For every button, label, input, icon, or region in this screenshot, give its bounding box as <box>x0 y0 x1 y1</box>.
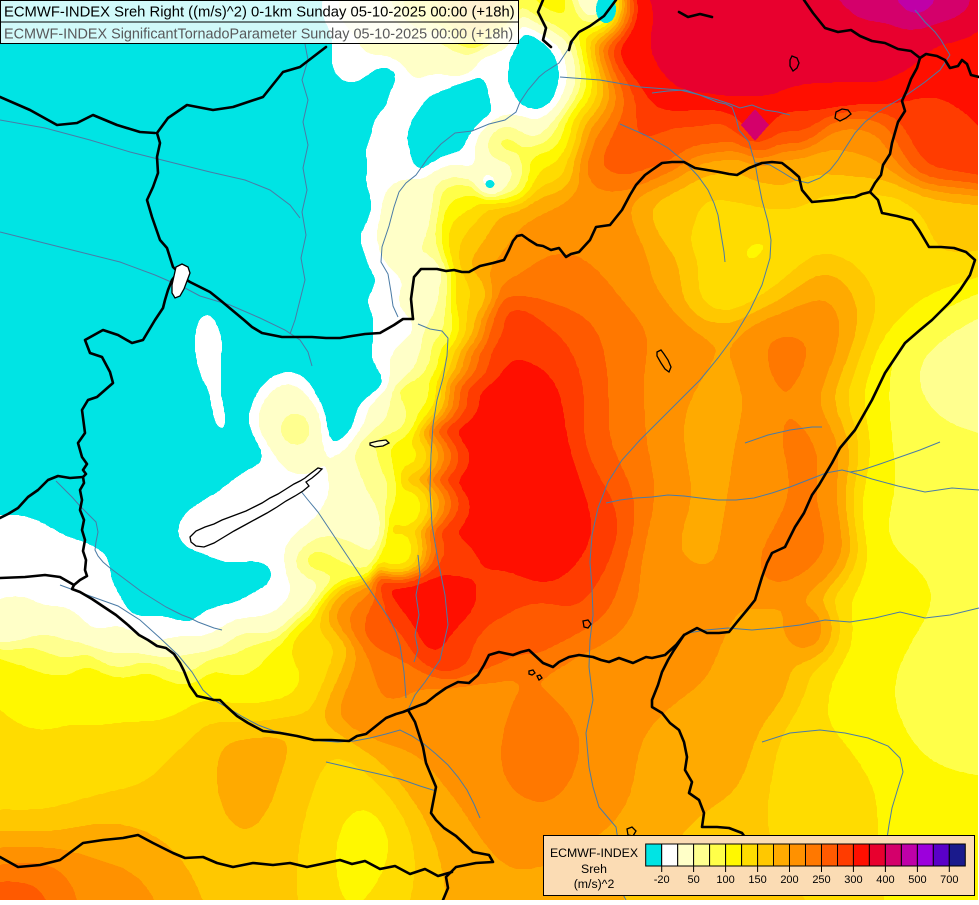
svg-text:150: 150 <box>748 874 766 886</box>
svg-text:300: 300 <box>844 874 862 886</box>
svg-text:700: 700 <box>940 874 958 886</box>
svg-text:ECMWF-INDEX: ECMWF-INDEX <box>550 846 638 860</box>
svg-text:ECMWF-INDEX Sreh Right ((m/s)^: ECMWF-INDEX Sreh Right ((m/s)^2) 0-1km S… <box>4 5 515 21</box>
svg-text:200: 200 <box>780 874 798 886</box>
svg-text:50: 50 <box>687 874 699 886</box>
svg-text:ECMWF-INDEX SignificantTornado: ECMWF-INDEX SignificantTornadoParameter … <box>4 27 513 43</box>
svg-text:-20: -20 <box>654 874 670 886</box>
svg-text:(m/s)^2: (m/s)^2 <box>574 877 615 891</box>
svg-text:Sreh: Sreh <box>581 862 607 876</box>
svg-text:400: 400 <box>876 874 894 886</box>
svg-text:500: 500 <box>908 874 926 886</box>
svg-text:250: 250 <box>812 874 830 886</box>
svg-text:100: 100 <box>716 874 734 886</box>
